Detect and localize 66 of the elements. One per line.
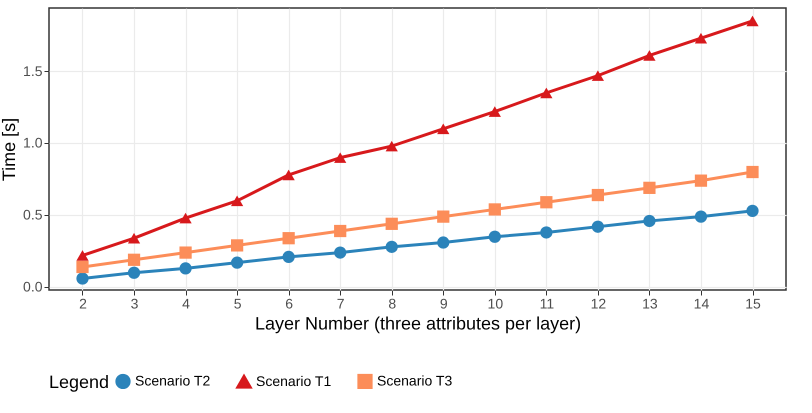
point <box>282 170 295 180</box>
x-tick-label: 13 <box>642 296 658 312</box>
point <box>694 174 708 187</box>
x-tick-label: 3 <box>130 296 139 312</box>
legend-label: Scenario T2 <box>135 372 210 388</box>
legend-label: Scenario T1 <box>256 372 332 389</box>
point <box>488 203 501 216</box>
x-tick-label: 15 <box>745 296 761 312</box>
point <box>179 212 192 224</box>
point <box>437 236 450 249</box>
point <box>76 272 89 285</box>
point <box>76 250 89 261</box>
point <box>179 246 192 259</box>
point <box>643 50 656 61</box>
y-tick-label: 1.0 <box>23 134 43 151</box>
point <box>230 195 244 206</box>
point <box>386 240 398 253</box>
y-tick-label: 0.5 <box>23 206 43 223</box>
legend-title: Legend <box>49 372 110 392</box>
x-tick-label: 12 <box>590 296 606 312</box>
point <box>592 220 604 233</box>
point <box>230 256 244 269</box>
x-tick-label: 14 <box>694 296 710 312</box>
y-tick-label: 0.0 <box>23 278 43 295</box>
point <box>334 152 346 163</box>
x-tick-label: 8 <box>388 296 396 312</box>
point <box>746 166 759 178</box>
point <box>386 218 398 230</box>
x-tick-label: 2 <box>79 296 88 312</box>
y-axis-title: Time [s] <box>0 118 20 182</box>
point <box>592 70 604 81</box>
point <box>179 262 192 275</box>
point <box>746 16 759 26</box>
x-tick-label: 10 <box>488 296 504 312</box>
point <box>694 32 708 44</box>
point <box>128 232 140 244</box>
point <box>437 124 450 134</box>
point <box>128 266 140 279</box>
point <box>128 254 140 266</box>
point <box>76 260 89 274</box>
y-tick-label: 1.5 <box>23 62 43 79</box>
point <box>540 88 552 98</box>
point <box>643 214 656 228</box>
point <box>334 224 346 238</box>
x-tick-label: 9 <box>440 296 448 312</box>
point <box>230 239 244 252</box>
x-tick-label: 6 <box>285 296 294 312</box>
point <box>540 196 552 208</box>
point <box>282 250 295 264</box>
point <box>334 246 346 259</box>
legend-label: Scenario T3 <box>377 372 452 388</box>
x-tick-label: 4 <box>182 296 190 312</box>
point <box>746 204 759 217</box>
point <box>386 140 398 152</box>
point <box>592 188 604 202</box>
point <box>643 182 656 194</box>
point <box>437 210 450 223</box>
point <box>488 230 501 243</box>
point <box>488 106 501 117</box>
point <box>282 232 295 244</box>
x-tick-label: 11 <box>540 296 554 312</box>
x-tick-label: 5 <box>234 296 242 312</box>
x-tick-label: 7 <box>336 296 345 312</box>
point <box>694 210 708 223</box>
x-axis-title: Layer Number (three attributes per layer) <box>254 314 582 334</box>
point <box>540 226 552 239</box>
